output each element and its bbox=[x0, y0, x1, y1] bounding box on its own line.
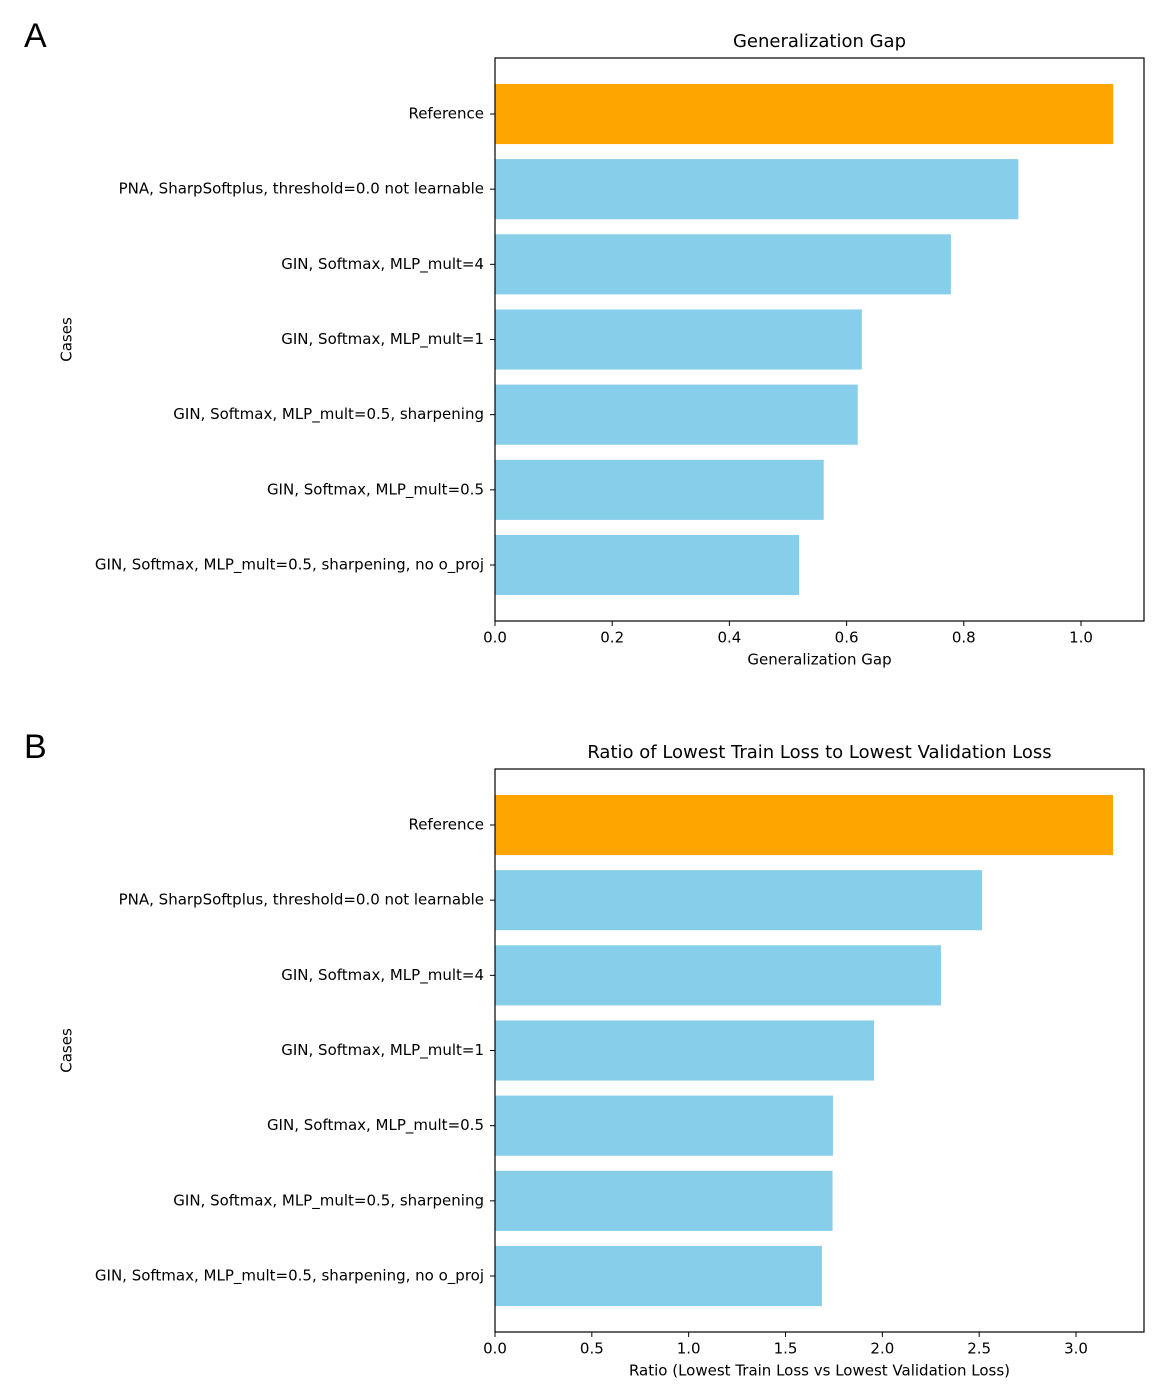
x-tick-label: 3.0 bbox=[1064, 1340, 1088, 1358]
y-tick-label: GIN, Softmax, MLP_mult=4 bbox=[281, 255, 484, 274]
y-tick-label: GIN, Softmax, MLP_mult=4 bbox=[281, 966, 484, 985]
bar bbox=[495, 459, 824, 520]
x-tick-label: 0.6 bbox=[835, 629, 859, 647]
x-tick-label: 0.8 bbox=[952, 629, 976, 647]
bar bbox=[495, 534, 800, 596]
chart-title: Generalization Gap bbox=[733, 31, 906, 52]
bar bbox=[495, 1095, 833, 1156]
x-tick-label: 1.0 bbox=[1069, 629, 1093, 647]
bar bbox=[495, 1020, 875, 1081]
plot-frame bbox=[494, 57, 1145, 622]
y-tick-label: GIN, Softmax, MLP_mult=1 bbox=[281, 330, 484, 349]
bar bbox=[495, 945, 942, 1006]
bar bbox=[495, 234, 951, 295]
bar bbox=[495, 159, 1019, 220]
y-axis-label: Cases bbox=[58, 317, 76, 362]
y-tick-label: GIN, Softmax, MLP_mult=0.5, sharpening, … bbox=[95, 556, 484, 575]
bar bbox=[495, 384, 858, 445]
x-tick-label: 2.0 bbox=[870, 1340, 894, 1358]
y-tick-label: GIN, Softmax, MLP_mult=0.5, sharpening, … bbox=[95, 1267, 484, 1286]
x-tick-label: 0.5 bbox=[580, 1340, 604, 1358]
y-tick-label: GIN, Softmax, MLP_mult=0.5 bbox=[267, 480, 484, 499]
x-tick-label: 1.0 bbox=[677, 1340, 701, 1358]
bar bbox=[495, 309, 862, 370]
y-tick-label: GIN, Softmax, MLP_mult=0.5, sharpening bbox=[173, 405, 484, 424]
y-tick-label: PNA, SharpSoftplus, threshold=0.0 not le… bbox=[119, 180, 484, 198]
x-axis-label: Generalization Gap bbox=[747, 651, 891, 669]
y-tick-label: Reference bbox=[408, 104, 484, 122]
panel-label: B bbox=[24, 728, 47, 766]
y-tick-label: GIN, Softmax, MLP_mult=0.5, sharpening bbox=[173, 1191, 484, 1210]
x-tick-label: 0.2 bbox=[600, 629, 624, 647]
bar bbox=[495, 794, 1114, 856]
panel-label: A bbox=[24, 17, 47, 55]
bar bbox=[495, 870, 983, 931]
x-tick-label: 1.5 bbox=[774, 1340, 798, 1358]
chart-title: Ratio of Lowest Train Loss to Lowest Val… bbox=[587, 742, 1051, 763]
x-tick-label: 0.0 bbox=[483, 1340, 507, 1358]
y-tick-label: GIN, Softmax, MLP_mult=1 bbox=[281, 1041, 484, 1060]
x-tick-label: 2.5 bbox=[967, 1340, 991, 1358]
y-tick-label: Reference bbox=[408, 815, 484, 833]
y-axis-label: Cases bbox=[58, 1028, 76, 1073]
bar bbox=[495, 1170, 833, 1231]
x-tick-label: 0.4 bbox=[717, 629, 741, 647]
x-tick-label: 0.0 bbox=[483, 629, 507, 647]
y-tick-label: GIN, Softmax, MLP_mult=0.5 bbox=[267, 1116, 484, 1135]
y-tick-label: PNA, SharpSoftplus, threshold=0.0 not le… bbox=[119, 891, 484, 909]
bar bbox=[495, 1245, 822, 1307]
bar bbox=[495, 83, 1114, 145]
x-axis-label: Ratio (Lowest Train Loss vs Lowest Valid… bbox=[629, 1362, 1010, 1380]
plot-frame bbox=[494, 768, 1145, 1333]
